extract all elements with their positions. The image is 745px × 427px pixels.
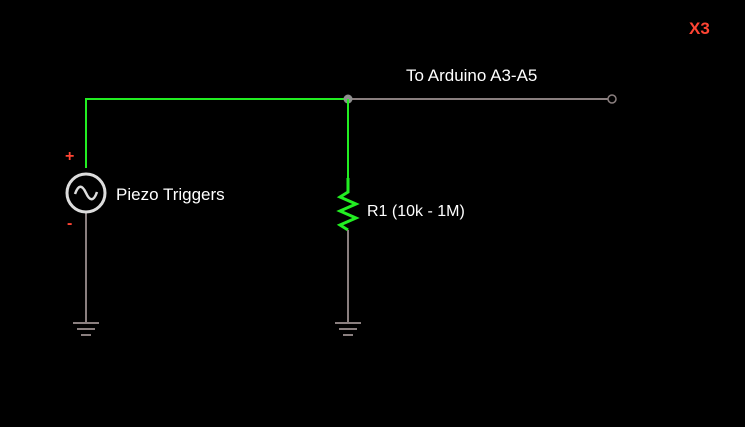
ground-icon [335, 322, 361, 336]
resistor-label: R1 (10k - 1M) [367, 203, 465, 220]
multiplier-label: X3 [689, 19, 710, 38]
top-wire-active [85, 98, 348, 168]
ac-source-icon[interactable] [65, 172, 107, 214]
resistor-icon[interactable] [336, 178, 360, 232]
plus-sign: + [65, 148, 75, 165]
ground-icon [73, 322, 99, 336]
terminal-icon[interactable] [607, 94, 617, 104]
source-label: Piezo Triggers [116, 185, 225, 204]
output-label: To Arduino A3-A5 [406, 66, 538, 85]
minus-sign: - [67, 215, 73, 232]
